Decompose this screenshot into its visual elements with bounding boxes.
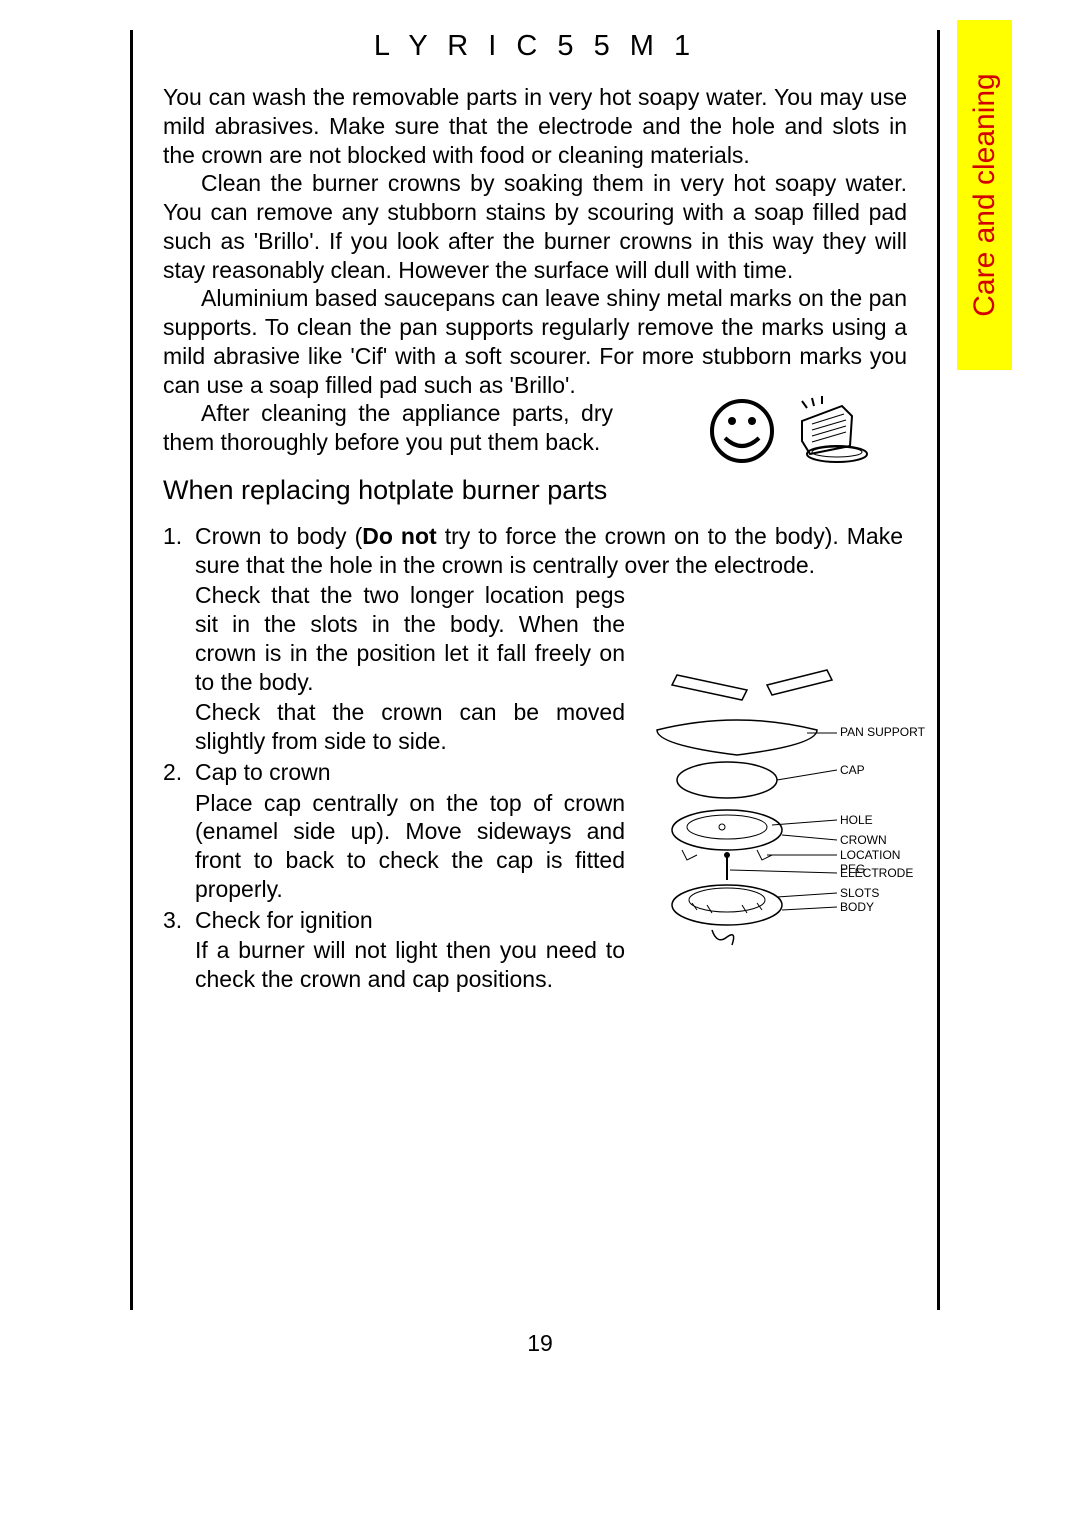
diagram-label-cap: CAP <box>840 763 865 777</box>
paragraph-4: After cleaning the appliance parts, dry … <box>163 399 613 457</box>
document-page: Care and cleaning L Y R I C 5 5 M 1 You … <box>0 0 1080 1528</box>
burner-diagram: PAN SUPPORT CAP HOLE CROWN LOCATION PEG … <box>627 655 927 975</box>
list-item-2-title: Cap to crown <box>195 758 625 787</box>
paragraph-3: Aluminium based saucepans can leave shin… <box>163 284 907 399</box>
diagram-label-crown: CROWN <box>840 833 887 847</box>
list-number: 3. <box>163 906 195 935</box>
diagram-label-hole: HOLE <box>840 813 873 827</box>
section-tab-label: Care and cleaning <box>968 73 1002 317</box>
paragraph-2: Clean the burner crowns by soaking them … <box>163 169 907 284</box>
page-number: 19 <box>0 1330 1080 1357</box>
list-number: 1. <box>163 522 195 551</box>
list-item-1-title: Crown to body (Do not try to force the c… <box>195 522 903 580</box>
content-column: L Y R I C 5 5 M 1 You can wash the remov… <box>130 30 940 1310</box>
diagram-label-pan-support: PAN SUPPORT <box>840 725 925 739</box>
paragraph-1: You can wash the removable parts in very… <box>163 83 907 169</box>
list-item-3-title: Check for ignition <box>195 906 625 935</box>
section-tab: Care and cleaning <box>957 20 1012 370</box>
subheading: When replacing hotplate burner parts <box>163 475 907 506</box>
diagram-label-electrode: ELECTRODE <box>840 866 913 880</box>
list-number: 2. <box>163 758 195 787</box>
diagram-label-body: BODY <box>840 900 874 914</box>
page-title: L Y R I C 5 5 M 1 <box>163 30 907 63</box>
list-item-1: 1.Crown to body (Do not try to force the… <box>163 522 907 580</box>
smiley-brillo-icon <box>707 396 907 471</box>
diagram-label-slots: SLOTS <box>840 886 879 900</box>
